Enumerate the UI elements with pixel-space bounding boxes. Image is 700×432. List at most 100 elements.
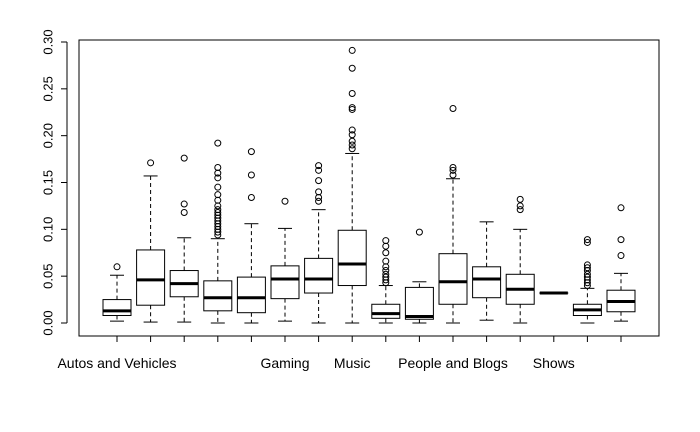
box-iqr <box>136 249 166 306</box>
outlier-point <box>382 263 390 271</box>
outlier-point <box>583 238 591 246</box>
outlier-point <box>617 236 625 244</box>
box-12 <box>472 221 502 321</box>
outlier-point <box>348 64 356 72</box>
outlier-point <box>348 126 356 134</box>
outlier-point <box>516 206 524 214</box>
outlier-point <box>583 264 591 272</box>
outlier-point <box>315 193 323 201</box>
outlier-point <box>583 236 591 244</box>
outlier-point <box>449 105 457 113</box>
box-8 <box>337 46 367 324</box>
box-iqr <box>236 276 266 314</box>
box-16 <box>606 204 636 322</box>
outlier-point <box>382 257 390 265</box>
outlier-point <box>583 270 591 278</box>
plot-border <box>78 39 660 337</box>
y-tick-label: 0.05 <box>40 264 55 289</box>
outlier-point <box>348 46 356 54</box>
box-iqr <box>304 257 334 294</box>
box-iqr <box>203 280 233 312</box>
outlier-point <box>214 183 222 191</box>
y-tick-label: 0.30 <box>40 29 55 54</box>
outlier-point <box>348 104 356 112</box>
outlier-point <box>348 141 356 149</box>
outlier-point <box>147 159 155 167</box>
outlier-point <box>348 105 356 113</box>
box-iqr <box>102 299 132 317</box>
boxes-group <box>102 46 636 324</box>
x-tick-label: Music <box>334 355 371 371</box>
box-iqr <box>270 265 300 300</box>
outlier-point <box>247 148 255 156</box>
outlier-point <box>382 267 390 275</box>
outlier-point <box>516 202 524 210</box>
x-tick-label: Gaming <box>260 355 309 371</box>
box-iqr <box>472 266 502 299</box>
outlier-point <box>415 228 423 236</box>
y-tick-label: 0.10 <box>40 217 55 242</box>
box-4 <box>203 139 233 324</box>
outlier-point <box>214 202 222 210</box>
outlier-point <box>617 252 625 260</box>
x-tick-label: Shows <box>533 355 575 371</box>
outlier-point <box>247 193 255 201</box>
box-iqr <box>438 253 468 305</box>
outlier-point <box>214 206 222 214</box>
box-1 <box>102 263 132 322</box>
box-6 <box>270 197 300 322</box>
x-tick-label: People and Blogs <box>398 355 508 371</box>
outlier-point <box>113 263 121 271</box>
outlier-point <box>449 171 457 179</box>
outlier-point <box>617 204 625 212</box>
outlier-point <box>348 131 356 139</box>
box-iqr <box>371 303 401 319</box>
outlier-point <box>382 273 390 281</box>
outlier-point <box>348 145 356 153</box>
box-2 <box>136 159 166 323</box>
outlier-point <box>382 270 390 278</box>
outlier-point <box>583 273 591 281</box>
outlier-point <box>348 137 356 145</box>
outlier-point <box>247 171 255 179</box>
y-tick-label: 0.00 <box>40 310 55 335</box>
y-tick-label: 0.25 <box>40 76 55 101</box>
outlier-point <box>315 177 323 185</box>
outlier-point <box>382 242 390 250</box>
outlier-point <box>382 249 390 257</box>
x-axis: Autos and Vehicles Gaming Music People and … <box>57 335 622 371</box>
outlier-point <box>348 90 356 98</box>
outlier-point <box>315 188 323 196</box>
outlier-point <box>315 162 323 170</box>
x-tick-label: Autos and Vehicles <box>57 355 176 371</box>
box-15 <box>572 236 602 324</box>
outlier-point <box>382 237 390 245</box>
box-9 <box>371 237 401 324</box>
box-10 <box>404 228 434 324</box>
outlier-point <box>214 191 222 199</box>
y-axis: 0.00 0.05 0.10 0.15 0.20 0.25 0.30 <box>40 29 68 336</box>
outlier-point <box>516 195 524 203</box>
outlier-point <box>214 174 222 182</box>
box-5 <box>236 148 266 324</box>
outlier-point <box>180 200 188 208</box>
outlier-point <box>214 208 222 216</box>
box-iqr <box>337 229 367 287</box>
outlier-point <box>281 197 289 205</box>
outlier-point <box>180 208 188 216</box>
box-7 <box>304 162 334 324</box>
box-3 <box>169 154 199 323</box>
outlier-point <box>214 164 222 172</box>
outlier-point <box>315 197 323 205</box>
box-13 <box>505 195 535 324</box>
outlier-point <box>449 166 457 174</box>
outlier-point <box>214 139 222 147</box>
outlier-point <box>449 164 457 172</box>
y-tick-label: 0.20 <box>40 123 55 148</box>
outlier-point <box>315 166 323 174</box>
box-iqr <box>404 286 434 320</box>
y-tick-label: 0.15 <box>40 170 55 195</box>
outlier-point <box>180 154 188 162</box>
outlier-point <box>583 261 591 269</box>
